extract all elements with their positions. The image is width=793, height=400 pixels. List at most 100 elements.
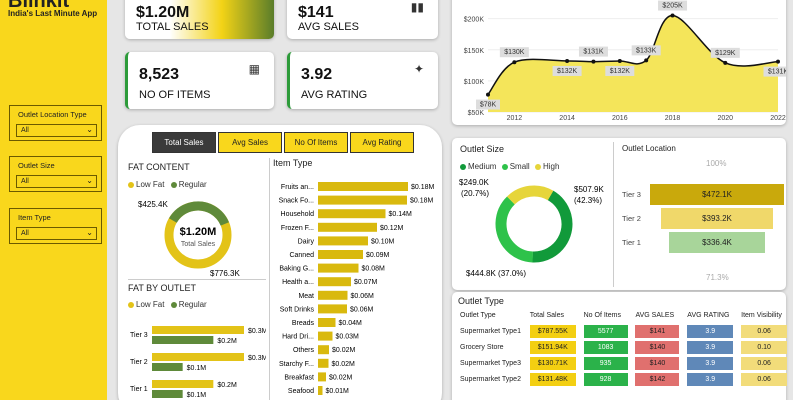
tab-no-of-items[interactable]: No Of Items [284, 132, 348, 153]
item-type-value: $0.06M [351, 293, 375, 300]
point-label-bg [476, 99, 500, 110]
bar-chart-icon: ▮▮ [410, 0, 424, 14]
kpi-avg-rating: 3.92 AVG RATING ✦ [287, 52, 438, 109]
outlet-size-dropdown[interactable]: All ⌄ [16, 175, 97, 188]
section-divider [269, 158, 270, 400]
item-type-bar [318, 250, 363, 259]
slicer-label: Outlet Location Type [18, 110, 87, 119]
metric-cell: $140 [635, 357, 680, 370]
kpi-value: 3.92 [301, 66, 333, 83]
bar-regular [152, 390, 183, 398]
kpi-label: AVG SALES [298, 21, 359, 33]
item-type-title: Item Type [273, 158, 313, 168]
metric-cell: 0.10 [741, 341, 788, 354]
stars-icon: ✦ [413, 62, 424, 76]
medium-pct-label: (42.3%) [574, 196, 602, 205]
item-type-value: $0.02M [332, 361, 356, 368]
fat-content-donut: $1.20M Total Sales $425.4K $776.3K [138, 200, 240, 278]
item-type-bar [318, 195, 407, 205]
table-row[interactable]: Supermarket Type2 $131.48K 928 $142 3.9 0.06 [458, 373, 791, 386]
table-cell: $787.55K [528, 325, 580, 338]
outlet-type-title: Outlet Type [458, 296, 504, 306]
tab-avg-sales[interactable]: Avg Sales [218, 132, 282, 153]
col-no-of-items[interactable]: No Of Items [583, 312, 621, 319]
section-divider [613, 142, 614, 287]
metric-cell: 5577 [583, 325, 628, 338]
item-type-dropdown[interactable]: All ⌄ [16, 227, 97, 240]
point-label-bg [658, 0, 688, 11]
item-type-value: $0.06M [350, 306, 374, 313]
col-avg-rating[interactable]: AVG RATING [687, 312, 730, 319]
legend-swatch [128, 301, 134, 308]
chevron-down-icon: ⌄ [86, 125, 93, 134]
point-label-bg [631, 45, 661, 56]
legend-high: High [542, 162, 560, 171]
item-type-value: $0.07M [354, 279, 378, 286]
table-cell: 928 [582, 373, 632, 386]
item-type-bar [318, 331, 333, 341]
table-cell: $142 [633, 373, 683, 386]
tier-label: Tier 1 [130, 386, 148, 393]
y-tick-label: $200K [464, 17, 485, 24]
col-outlet-type[interactable]: Outlet Type [460, 312, 496, 319]
fat-by-outlet-legend: Low Fat Regular [128, 300, 207, 309]
tab-total-sales[interactable]: Total Sales [152, 132, 216, 153]
col-total-sales[interactable]: Total Sales [529, 312, 565, 319]
metric-cell: 0.06 [741, 357, 788, 370]
metric-cell: 0.06 [741, 373, 788, 386]
trend-point [723, 60, 728, 65]
bar-label: $0.3M [248, 355, 266, 362]
kpi-value: $1.20M [136, 4, 190, 21]
kpi-avg-sales: $141 AVG SALES ▮▮ [287, 0, 438, 39]
slicer-value: All [21, 178, 29, 185]
point-label-bg [710, 47, 740, 58]
y-tick-label: $150K [464, 48, 485, 55]
x-tick-label: 2012 [507, 115, 523, 122]
table-cell: 0.06 [739, 373, 791, 386]
table-cell: $130.71K [528, 357, 580, 370]
app-tagline: India's Last Minute App [8, 9, 98, 18]
item-type-bar [318, 318, 336, 327]
table-row[interactable]: Supermarket Type3 $130.71K 935 $140 3.9 0.06 [458, 357, 791, 370]
tab-avg-rating[interactable]: Avg Rating [350, 132, 414, 153]
bar-label: $0.3M [248, 328, 266, 335]
metric-cell: $142 [635, 373, 680, 386]
table-cell: $140 [633, 341, 683, 354]
fat-by-outlet-title: FAT BY OUTLET [128, 283, 197, 293]
table-cell: 0.06 [739, 357, 791, 370]
outlet-location-type-dropdown[interactable]: All ⌄ [16, 124, 97, 137]
item-type-label: Seafood [288, 388, 314, 395]
trend-point [486, 92, 490, 97]
funnel-bar: $393.2K [661, 208, 773, 229]
fat-content-title: FAT CONTENT [128, 162, 190, 172]
trend-point [670, 13, 675, 18]
tier-label: Tier 3 [130, 332, 148, 339]
table-row[interactable]: Grocery Store $151.94K 1083 $140 3.9 0.10 [458, 341, 791, 354]
metric-cell: 3.9 [687, 373, 734, 386]
item-type-chart: Fruits an... $0.18M Snack Fo... $0.18M House… [279, 182, 435, 395]
kpi-value: $141 [298, 4, 334, 21]
item-type-label: Dairy [298, 238, 315, 245]
fat-by-outlet-chart: Tier 3 $0.3M $0.2M Tier 2 $0.3M $0.1M Tier 1 $0… [130, 326, 266, 399]
sidebar: Blinkit India's Last Minute App Outlet L… [0, 0, 107, 400]
funnel-tier-label: Tier 2 [622, 214, 641, 223]
point-label: $205K [662, 3, 683, 10]
outlet-location-type-slicer: Outlet Location Type All ⌄ [9, 105, 102, 141]
item-type-label: Snack Fo... [279, 198, 314, 205]
item-type-label: Breakfast [284, 374, 314, 381]
item-type-label: Others [293, 347, 315, 354]
col-avg-sales[interactable]: AVG SALES [635, 312, 675, 319]
outlet-type-table: Outlet Type Total Sales No Of Items AVG … [456, 306, 793, 389]
table-row[interactable]: Supermarket Type1 $787.55K 5577 $141 3.9 0.06 [458, 325, 791, 338]
item-type-label: Baking G... [279, 266, 314, 273]
metric-cell: 3.9 [687, 357, 734, 370]
x-tick-label: 2020 [717, 115, 733, 122]
boxes-icon: ▦ [248, 62, 260, 76]
regular-value-label: $425.4K [138, 200, 168, 209]
table-cell: 0.06 [739, 325, 791, 338]
metric-cell: 0.06 [741, 325, 788, 338]
outlet-location-title: Outlet Location [622, 144, 676, 153]
item-type-label: Hard Dri... [282, 334, 314, 341]
item-type-value: $0.18M [411, 184, 435, 191]
col-item-visibility[interactable]: Item Visibility [741, 312, 782, 319]
